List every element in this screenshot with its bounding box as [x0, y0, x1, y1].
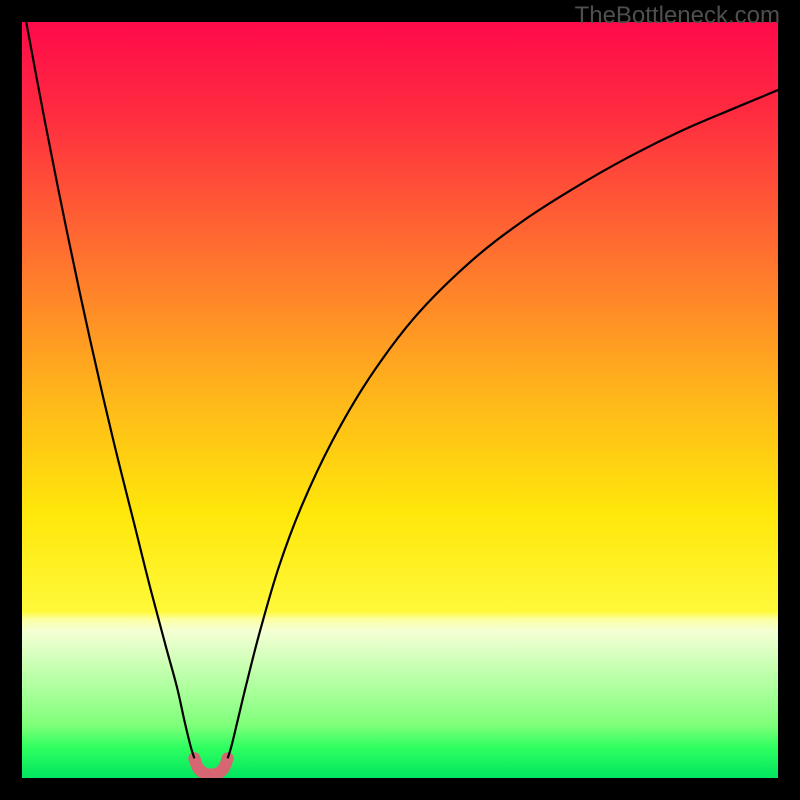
watermark-text: TheBottleneck.com [575, 2, 780, 30]
plot-area [22, 22, 778, 778]
bottleneck-highlight [188, 752, 233, 778]
frame-border-right [778, 0, 800, 800]
performance-curve-left [22, 22, 194, 758]
performance-curve-right [228, 90, 778, 758]
frame-border-bottom [0, 778, 800, 800]
chart-frame: TheBottleneck.com [0, 0, 800, 800]
frame-border-left [0, 0, 22, 800]
curve-layer [22, 22, 778, 778]
